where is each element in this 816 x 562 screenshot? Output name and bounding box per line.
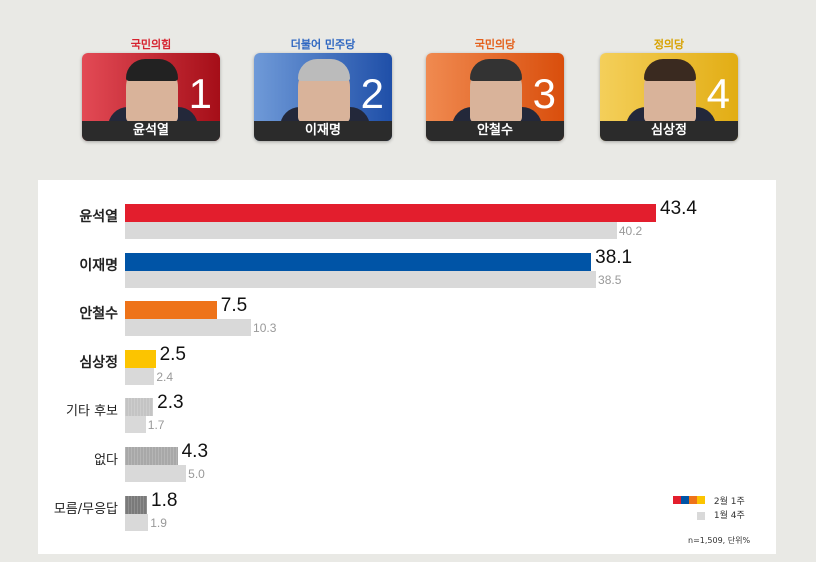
- value-label-previous: 10.3: [253, 321, 277, 336]
- party-name: 더불어 민주당: [290, 38, 356, 51]
- candidate-card: 더불어 민주당 2 이재명: [254, 36, 392, 141]
- candidate-name: 윤석열: [82, 121, 220, 141]
- bar-current: [125, 252, 592, 271]
- candidate-name: 심상정: [600, 121, 738, 141]
- chart-panel: 윤석열 43.4 40.2 이재명 38.1 38.5 안철수 7.5 10.3 심상…: [38, 180, 776, 554]
- legend-swatch: [689, 496, 697, 504]
- portrait-hair: [126, 59, 178, 81]
- bar-previous: [125, 465, 187, 482]
- candidate-photo: 1 윤석열: [82, 53, 220, 141]
- legend-swatch: [673, 496, 681, 504]
- category-label: 윤석열: [79, 209, 118, 225]
- candidate-photo: 2 이재명: [254, 53, 392, 141]
- candidate-name: 이재명: [254, 121, 392, 141]
- bar-previous: [125, 222, 617, 239]
- bar-previous: [125, 513, 149, 531]
- candidate-photo: 3 안철수: [426, 53, 564, 141]
- value-label-previous: 1.9: [150, 515, 167, 530]
- legend-label-previous: 1월 4주: [713, 511, 745, 521]
- legend-current: 2월 1주: [673, 494, 745, 507]
- legend-label-current: 2월 1주: [713, 497, 745, 507]
- bar-current: [125, 447, 178, 465]
- bar-previous: [125, 367, 155, 385]
- portrait-hair: [470, 59, 522, 81]
- candidate-number: 4: [706, 70, 730, 117]
- bar-current: [125, 495, 148, 514]
- candidate-card: 국민의힘 1 윤석열: [82, 36, 220, 141]
- party-name: 정의당: [653, 38, 685, 51]
- party-name: 국민의힘: [130, 38, 172, 51]
- value-label-current: 43.4: [660, 198, 697, 219]
- bar-current: [125, 301, 217, 320]
- candidate-number: 3: [532, 70, 556, 117]
- value-label-previous: 1.7: [147, 418, 165, 433]
- value-label-current: 2.3: [157, 392, 184, 414]
- legend-previous: 1월 4주: [697, 508, 745, 521]
- category-label: 모름/무응답: [53, 501, 118, 517]
- candidate-card: 국민의당 3 안철수: [426, 36, 564, 141]
- bar-previous: [125, 416, 146, 434]
- legend-swatch: [697, 496, 705, 504]
- candidate-photo: 4 심상정: [600, 53, 738, 141]
- value-label-previous: 2.4: [156, 369, 174, 384]
- value-label-previous: 40.2: [618, 224, 643, 238]
- portrait-hair: [644, 59, 696, 81]
- sample-note: n=1,509, 단위%: [688, 536, 751, 545]
- value-label-previous: 38.5: [598, 272, 622, 287]
- party-name: 국민의당: [474, 38, 516, 51]
- bar-current: [125, 349, 156, 368]
- value-label-current: 4.3: [181, 441, 209, 462]
- candidate-number: 2: [360, 70, 384, 117]
- category-label: 기타 후보: [66, 404, 118, 420]
- category-label: 없다: [94, 453, 118, 468]
- bar-current: [125, 204, 656, 222]
- candidate-card: 정의당 4 심상정: [600, 36, 738, 141]
- portrait-hair: [298, 59, 350, 81]
- bar-previous: [125, 319, 252, 337]
- value-label-previous: 5.0: [188, 467, 205, 481]
- value-label-current: 2.5: [159, 343, 186, 365]
- value-label-current: 38.1: [595, 246, 633, 268]
- category-label: 안철수: [79, 306, 118, 323]
- category-label: 심상정: [79, 354, 118, 371]
- legend-swatch: [681, 496, 689, 504]
- category-label: 이재명: [79, 257, 118, 274]
- candidate-number: 1: [188, 70, 212, 117]
- bar-previous: [125, 270, 597, 288]
- candidate-name: 안철수: [426, 121, 564, 141]
- legend-swatch-previous: [697, 511, 705, 520]
- value-label-current: 7.5: [220, 295, 248, 317]
- bar-current: [125, 398, 154, 417]
- value-label-current: 1.8: [151, 489, 178, 511]
